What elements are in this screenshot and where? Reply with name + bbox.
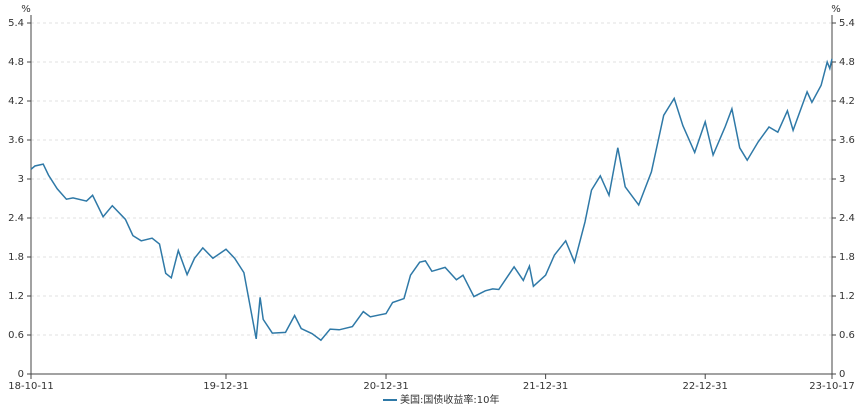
legend-label: 美国:国债收益率:10年 bbox=[400, 393, 499, 406]
y2-tick-label: 3.6 bbox=[839, 135, 855, 146]
x-tick-label: 19-12-31 bbox=[203, 381, 248, 392]
y2-tick-label: 1.2 bbox=[839, 291, 855, 302]
x-tick-label: 22-12-31 bbox=[683, 381, 728, 392]
y-tick-label: 0 bbox=[18, 369, 24, 380]
y-tick-label: 2.4 bbox=[8, 213, 24, 224]
y-tick-label: 3.6 bbox=[8, 135, 24, 146]
y2-unit: % bbox=[831, 4, 841, 15]
y-tick-label: 0.6 bbox=[8, 330, 24, 341]
y2-tick-label: 1.8 bbox=[839, 252, 855, 263]
y-tick-label: 4.2 bbox=[8, 96, 24, 107]
y-tick-label: 1.8 bbox=[8, 252, 24, 263]
y2-tick-label: 2.4 bbox=[839, 213, 855, 224]
y2-tick-label: 4.2 bbox=[839, 96, 855, 107]
x-tick-label: 20-12-31 bbox=[363, 381, 408, 392]
y-tick-label: 1.2 bbox=[8, 291, 24, 302]
y2-tick-label: 3 bbox=[839, 174, 845, 185]
y-tick-label: 3 bbox=[18, 174, 24, 185]
y2-tick-label: 0 bbox=[839, 369, 845, 380]
y2-tick-label: 4.8 bbox=[839, 57, 855, 68]
x-tick-label: 18-10-11 bbox=[8, 381, 53, 392]
y-tick-label: 4.8 bbox=[8, 57, 24, 68]
x-tick-label: 21-12-31 bbox=[523, 381, 568, 392]
y2-tick-label: 0.6 bbox=[839, 330, 855, 341]
x-tick-label: 23-10-17 bbox=[809, 381, 854, 392]
y-tick-label: 5.4 bbox=[8, 18, 24, 29]
y-unit: % bbox=[21, 4, 31, 15]
data-line bbox=[30, 58, 833, 342]
y2-tick-label: 5.4 bbox=[839, 18, 855, 29]
